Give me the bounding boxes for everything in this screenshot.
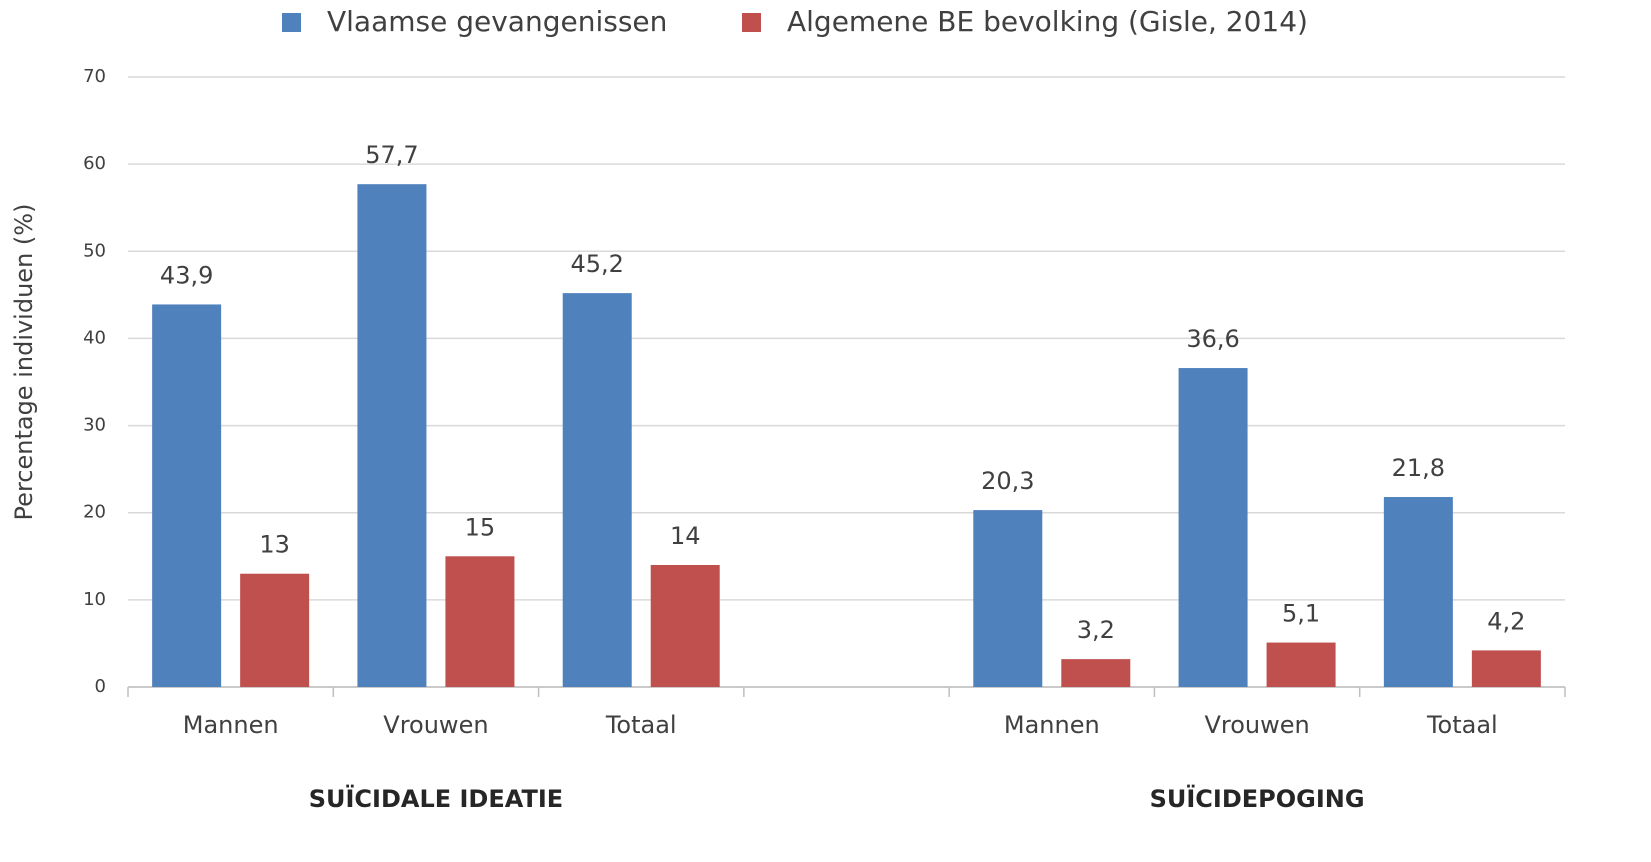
value-label: 36,6: [1186, 325, 1239, 353]
value-label: 20,3: [981, 467, 1034, 495]
y-tick-label: 50: [83, 240, 106, 261]
value-label: 14: [670, 522, 701, 550]
value-label: 21,8: [1392, 454, 1445, 482]
y-tick-label: 70: [83, 66, 106, 87]
bar: [445, 556, 515, 687]
y-tick-label: 30: [83, 415, 106, 436]
legend-swatch: [282, 13, 301, 32]
bar: [1266, 642, 1336, 687]
value-label: 13: [259, 531, 290, 559]
bar: [973, 510, 1043, 687]
x-tick-label: Vrouwen: [383, 711, 488, 739]
group-label: SUÏCIDALE IDEATIE: [309, 784, 563, 813]
value-label: 5,1: [1282, 600, 1320, 628]
bar: [1061, 659, 1131, 687]
group-label: SUÏCIDEPOGING: [1150, 784, 1365, 813]
bar: [562, 293, 632, 687]
y-axis-label: Percentage individuen (%): [10, 204, 38, 521]
bar: [240, 573, 310, 687]
value-label: 57,7: [365, 141, 418, 169]
bar: [650, 565, 720, 687]
x-tick-label: Mannen: [183, 711, 279, 739]
value-label: 45,2: [570, 250, 623, 278]
y-tick-label: 40: [83, 327, 106, 348]
bar: [1178, 368, 1248, 687]
y-tick-label: 60: [83, 153, 106, 174]
bar: [1471, 650, 1541, 687]
value-label: 43,9: [160, 261, 213, 289]
bar: [357, 184, 427, 687]
y-tick-label: 0: [95, 676, 106, 697]
legend-swatch: [742, 13, 761, 32]
value-label: 4,2: [1487, 607, 1525, 635]
y-tick-label: 10: [83, 589, 106, 610]
x-tick-label: Vrouwen: [1204, 711, 1309, 739]
x-tick-label: Totaal: [605, 711, 677, 739]
value-label: 3,2: [1077, 616, 1115, 644]
legend-label: Vlaamse gevangenissen: [327, 5, 667, 38]
bar: [1383, 497, 1453, 687]
y-tick-label: 20: [83, 502, 106, 523]
value-label: 15: [465, 513, 496, 541]
legend-label: Algemene BE bevolking (Gisle, 2014): [787, 5, 1308, 38]
x-tick-label: Totaal: [1426, 711, 1498, 739]
x-tick-label: Mannen: [1004, 711, 1100, 739]
bar: [152, 304, 222, 687]
